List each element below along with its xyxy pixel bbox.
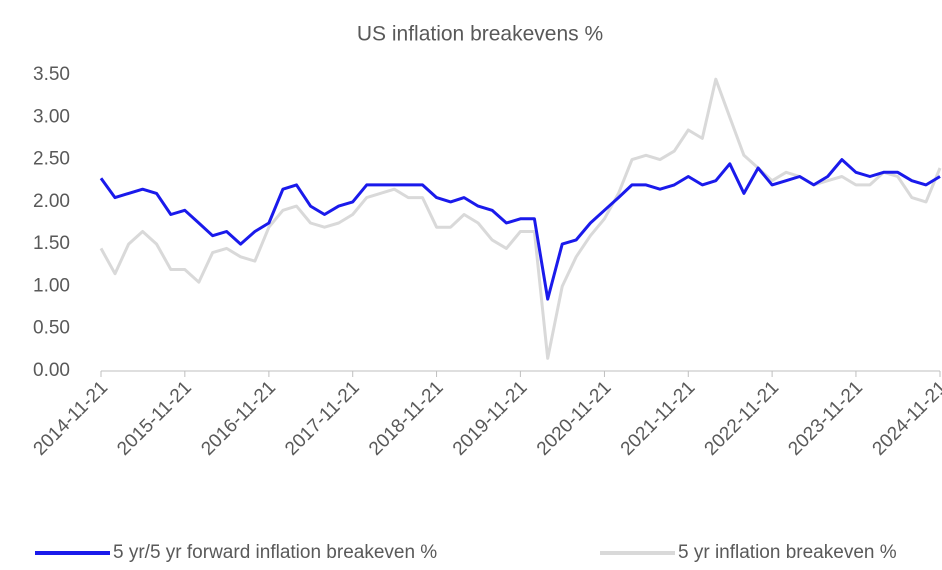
series-line (99, 158, 941, 301)
y-tick-label: 0.00 (33, 360, 70, 381)
x-tick-label: 2018-11-21 (365, 377, 448, 460)
y-tick-label: 1.50 (33, 233, 70, 254)
x-tick-label: 2021-11-21 (617, 377, 700, 460)
x-tick-label: 2014-11-21 (30, 377, 113, 460)
y-tick-label: 3.50 (33, 64, 70, 85)
x-tick-label: 2023-11-21 (784, 377, 867, 460)
x-tick-label: 2019-11-21 (449, 377, 532, 460)
x-tick-label: 2022-11-21 (701, 377, 784, 460)
x-tick-label: 2020-11-21 (533, 377, 616, 460)
x-tick-label: 2016-11-21 (197, 377, 280, 460)
legend-label: 5 yr/5 yr forward inflation breakeven % (113, 542, 437, 563)
y-tick-label: 0.50 (33, 318, 70, 339)
y-tick-label: 1.00 (33, 275, 70, 296)
chart-title: US inflation breakevens % (357, 23, 603, 46)
y-tick-label: 3.00 (33, 106, 70, 127)
legend-label: 5 yr inflation breakeven % (678, 542, 897, 563)
y-tick-label: 2.00 (33, 191, 70, 212)
x-tick-label: 2024-11-21 (869, 377, 942, 460)
x-tick-label: 2017-11-21 (281, 377, 364, 460)
y-tick-label: 2.50 (33, 149, 70, 170)
x-tick-label: 2015-11-21 (113, 377, 196, 460)
